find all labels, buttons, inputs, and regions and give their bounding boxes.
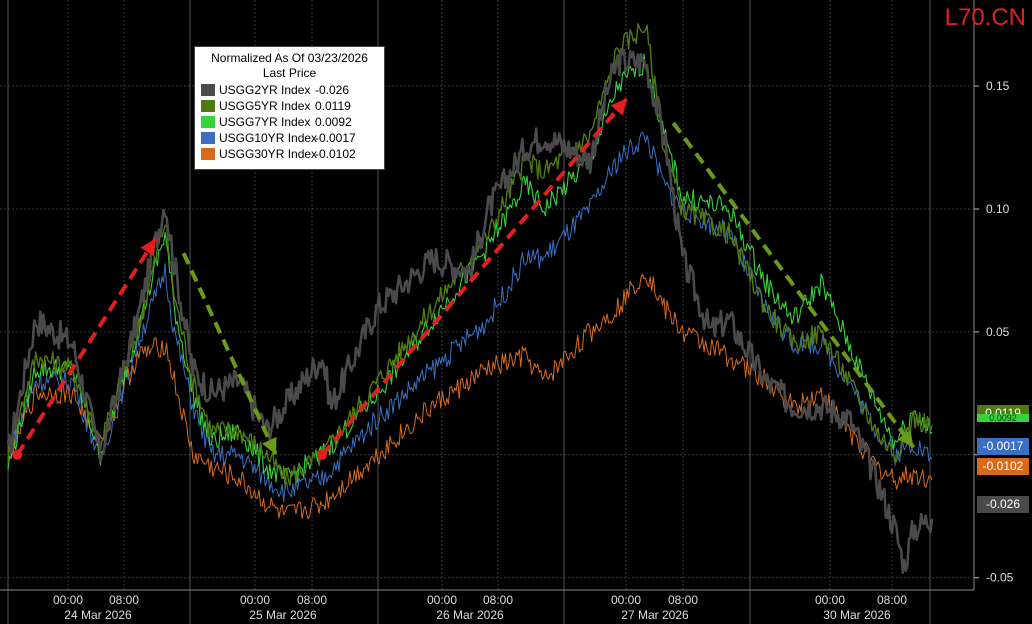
trend-arrow [317,97,629,460]
x-tick-label: 08:00 [109,593,139,607]
x-date-label: 27 Mar 2026 [621,608,689,622]
series-line-usgg2yr [6,47,934,575]
y-tick-label: 0.05 [986,325,1010,339]
legend-item-usgg5yr: USGG5YR Index 0.0119 [201,98,378,114]
trend-arrow-start-dot [12,449,23,460]
x-tick-label: 00:00 [611,593,641,607]
trend-arrow [12,237,158,460]
legend-swatch [201,84,215,96]
trend-arrow [671,121,916,449]
legend-item-value: -0.0102 [315,147,356,161]
legend-title: Normalized As Of 03/23/2026 [211,51,368,65]
trend-arrow-shaft [320,97,629,457]
legend-item-name: USGG7YR Index [219,115,311,129]
series-layer [6,23,934,575]
series-line-usgg5yr [7,23,933,489]
watermark: L70.CN [944,4,1026,31]
legend-item-usgg30yr: USGG30YR Index -0.0102 [201,146,378,162]
trend-arrow-head [262,436,277,455]
x-tick-label: 00:00 [240,593,270,607]
series-line-usgg30yr [7,273,933,520]
legend: Normalized As Of 03/23/2026 Last Price U… [194,46,385,170]
last-price-tag-usgg7yr: 0.0092 [977,414,1029,423]
x-tick-label: 00:00 [53,593,83,607]
legend-item-usgg7yr: USGG7YR Index 0.0092 [201,114,378,130]
x-date-label: 25 Mar 2026 [249,608,317,622]
legend-swatch [201,100,215,112]
x-tick-label: 00:00 [427,593,457,607]
legend-item-name: USGG30YR Index [219,147,318,161]
last-price-tag-usgg10yr: -0.0017 [977,438,1029,455]
x-date-label: 24 Mar 2026 [64,608,132,622]
y-tick-label: 0.15 [986,79,1010,93]
legend-item-value: -0.026 [315,83,350,97]
legend-item-name: USGG2YR Index [219,83,311,97]
legend-item-value: -0.0017 [315,131,356,145]
legend-item-usgg2yr: USGG2YR Index -0.026 [201,82,378,98]
legend-swatch [201,132,215,144]
legend-item-usgg10yr: USGG10YR Index -0.0017 [201,130,378,146]
x-date-label: 26 Mar 2026 [436,608,504,622]
legend-item-value: 0.0119 [315,99,351,113]
y-tick-label: 0.10 [986,202,1010,216]
last-price-tag-usgg2yr: -0.026 [977,496,1029,513]
trend-arrow-head [897,429,914,448]
last-price-tag-usgg30yr: -0.0102 [977,458,1029,475]
trend-arrow-head [610,98,628,116]
x-tick-label: 08:00 [297,593,327,607]
legend-item-name: USGG5YR Index [219,99,311,113]
trend-arrow-shaft [15,237,158,456]
axis-layer: 0.15 0.10 0.05 -0.05 00:00 08:00 00:00 08:00 00:… [0,0,1014,622]
trend-arrow-head [140,238,156,257]
x-tick-label: 08:00 [483,593,513,607]
legend-item-name: USGG10YR Index [219,131,318,145]
legend-subtitle: Last Price [262,66,317,80]
legend-swatch [201,116,215,128]
annotation-arrows [12,97,916,460]
series-line-usgg10yr [7,131,933,503]
trend-arrow-start-dot [317,449,328,460]
trend-arrow [181,252,278,456]
legend-item-value: 0.0092 [315,115,352,129]
x-date-label: 30 Mar 2026 [823,608,891,622]
x-tick-label: 00:00 [815,593,845,607]
x-tick-label: 08:00 [668,593,698,607]
legend-swatch [201,148,215,160]
y-tick-label: -0.05 [986,571,1014,585]
x-tick-label: 08:00 [877,593,907,607]
trend-arrow-shaft [671,121,916,449]
